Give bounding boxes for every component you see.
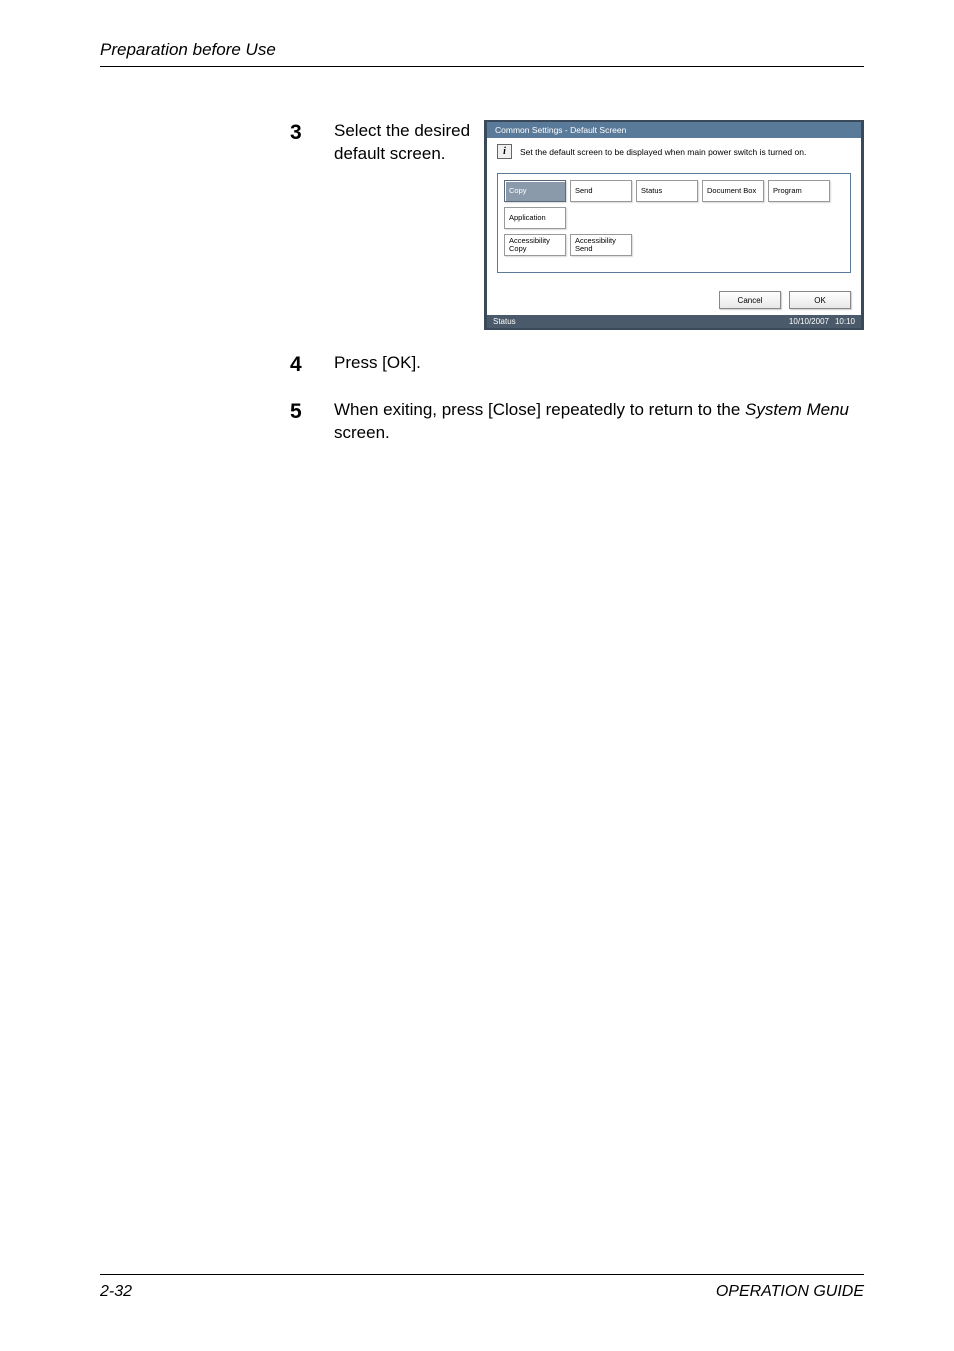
ok-button[interactable]: OK [789, 291, 851, 309]
option-row-3: Accessibility Copy Accessibility Send [504, 234, 844, 256]
step-3-left: 3 Select the desired default screen. [290, 120, 490, 166]
option-accessibility-copy[interactable]: Accessibility Copy [504, 234, 566, 256]
option-row-1: Copy Send Status Document Box Program [504, 180, 844, 202]
statusbar-time: 10:10 [835, 317, 855, 326]
step-5-text-c: screen. [334, 423, 390, 442]
step-5-number: 5 [290, 399, 334, 424]
option-grid: Copy Send Status Document Box Program Ap… [497, 173, 851, 273]
info-icon: i [497, 144, 512, 159]
option-status[interactable]: Status [636, 180, 698, 202]
step-3-number: 3 [290, 120, 334, 166]
step-4-text: Press [OK]. [334, 352, 421, 375]
statusbar-label: Status [493, 317, 516, 326]
panel-info-text: Set the default screen to be displayed w… [520, 147, 806, 157]
page-header-title: Preparation before Use [100, 40, 276, 59]
statusbar-right: 10/10/2007 10:10 [789, 317, 855, 326]
step-5-text: When exiting, press [Close] repeatedly t… [334, 399, 864, 445]
panel-info-row: i Set the default screen to be displayed… [487, 138, 861, 173]
footer-page-number: 2-32 [100, 1283, 132, 1301]
page-header: Preparation before Use [100, 40, 864, 67]
option-send[interactable]: Send [570, 180, 632, 202]
option-row-2: Application [504, 207, 844, 229]
step-4-number: 4 [290, 352, 334, 377]
option-accessibility-send[interactable]: Accessibility Send [570, 234, 632, 256]
step-5-row: 5 When exiting, press [Close] repeatedly… [290, 399, 864, 445]
option-copy[interactable]: Copy [504, 180, 566, 202]
step-3-text: Select the desired default screen. [334, 120, 490, 166]
option-program[interactable]: Program [768, 180, 830, 202]
step-3-row: 3 Select the desired default screen. Com… [290, 120, 864, 330]
cancel-button[interactable]: Cancel [719, 291, 781, 309]
panel-statusbar: Status 10/10/2007 10:10 [487, 315, 861, 328]
panel-body: Copy Send Status Document Box Program Ap… [487, 173, 861, 283]
option-application[interactable]: Application [504, 207, 566, 229]
step-4-row: 4 Press [OK]. [290, 352, 864, 377]
content-area: 3 Select the desired default screen. Com… [290, 120, 864, 467]
panel-titlebar: Common Settings - Default Screen [487, 122, 861, 138]
step-5-text-a: When exiting, press [Close] repeatedly t… [334, 400, 745, 419]
panel-actions: Cancel OK [487, 283, 861, 315]
step-5-text-b: System Menu [745, 400, 849, 419]
option-document-box[interactable]: Document Box [702, 180, 764, 202]
footer-guide-label: OPERATION GUIDE [716, 1283, 864, 1301]
statusbar-date: 10/10/2007 [789, 317, 829, 326]
panel-title: Common Settings - Default Screen [495, 125, 626, 135]
default-screen-panel: Common Settings - Default Screen i Set t… [484, 120, 864, 330]
page-footer: 2-32 OPERATION GUIDE [100, 1274, 864, 1301]
